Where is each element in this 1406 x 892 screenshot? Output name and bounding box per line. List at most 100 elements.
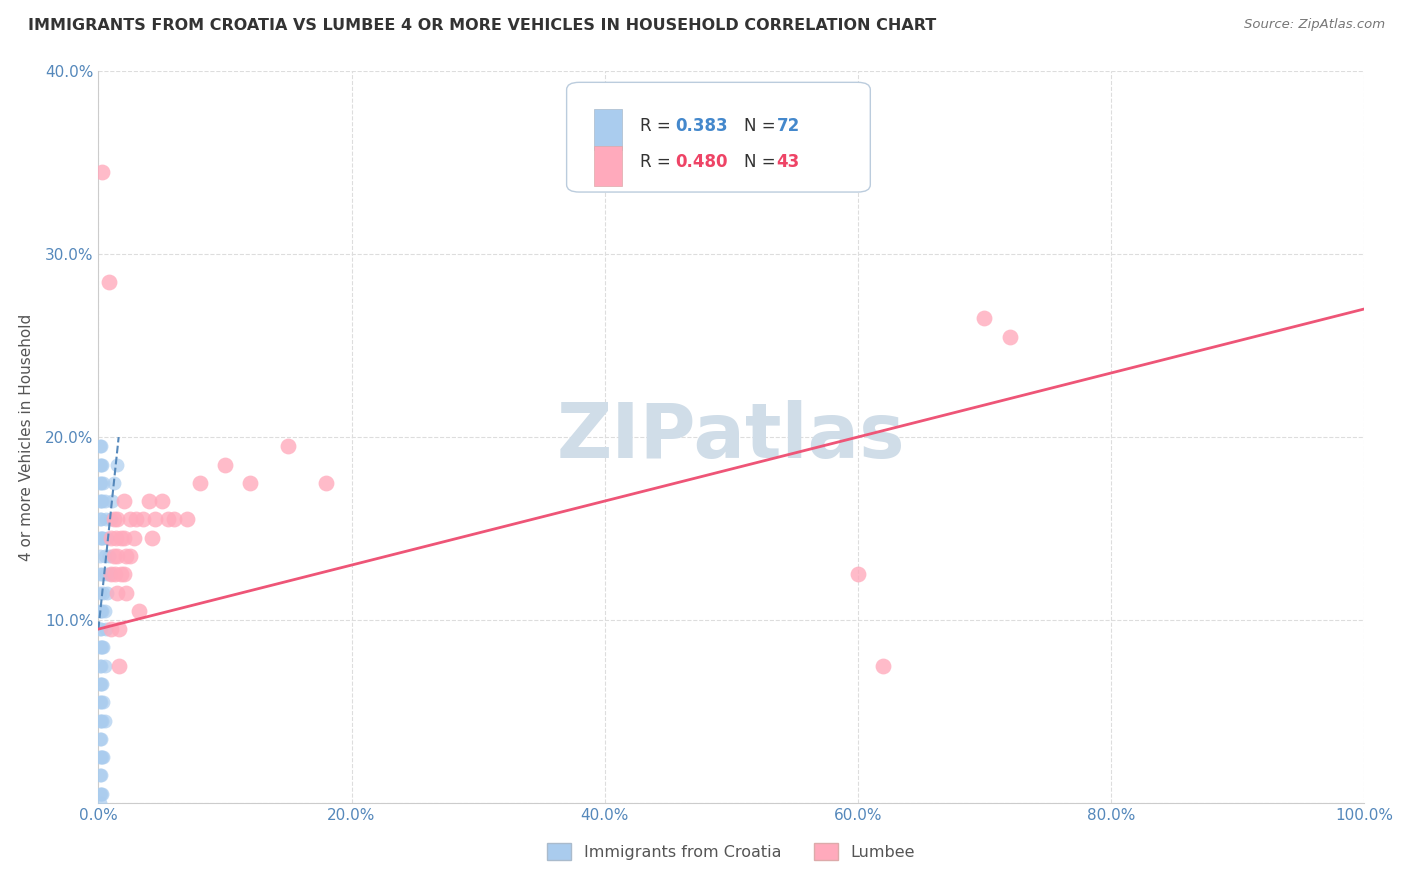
Point bbox=[91, 458, 114, 472]
Point bbox=[93, 531, 115, 545]
Point bbox=[89, 658, 111, 673]
Point bbox=[103, 512, 125, 526]
Point bbox=[93, 585, 115, 599]
FancyBboxPatch shape bbox=[595, 145, 623, 186]
Point bbox=[277, 439, 299, 453]
Point bbox=[93, 714, 117, 728]
Point bbox=[89, 622, 111, 636]
Point bbox=[105, 531, 128, 545]
Y-axis label: 4 or more Vehicles in Household: 4 or more Vehicles in Household bbox=[18, 313, 34, 561]
Point bbox=[93, 750, 115, 764]
Point bbox=[115, 585, 138, 599]
Point bbox=[94, 622, 117, 636]
Point bbox=[107, 585, 129, 599]
Point bbox=[998, 329, 1021, 343]
Point bbox=[188, 475, 211, 490]
Point bbox=[89, 458, 111, 472]
Point bbox=[91, 714, 114, 728]
Point bbox=[89, 512, 111, 526]
Point bbox=[89, 475, 111, 490]
Point bbox=[98, 567, 121, 582]
Point bbox=[103, 549, 125, 563]
Point bbox=[125, 512, 148, 526]
Point bbox=[90, 750, 112, 764]
Point bbox=[112, 531, 135, 545]
Point bbox=[101, 494, 124, 508]
Point bbox=[93, 658, 117, 673]
Point bbox=[110, 531, 132, 545]
Point bbox=[91, 567, 114, 582]
Point bbox=[90, 768, 112, 782]
Point bbox=[90, 622, 112, 636]
Point bbox=[89, 796, 111, 810]
Point bbox=[141, 531, 163, 545]
Point bbox=[110, 567, 132, 582]
Point bbox=[97, 549, 120, 563]
Point bbox=[96, 531, 118, 545]
Point bbox=[89, 768, 111, 782]
FancyBboxPatch shape bbox=[567, 82, 870, 192]
Legend: Immigrants from Croatia, Lumbee: Immigrants from Croatia, Lumbee bbox=[540, 836, 922, 868]
Point bbox=[94, 567, 117, 582]
Point bbox=[91, 787, 114, 801]
Text: 0.383: 0.383 bbox=[675, 117, 728, 135]
Point bbox=[90, 677, 112, 691]
Point bbox=[120, 512, 141, 526]
Point bbox=[112, 494, 135, 508]
Point bbox=[100, 567, 122, 582]
Point bbox=[89, 677, 111, 691]
Point bbox=[90, 512, 112, 526]
Point bbox=[176, 512, 198, 526]
Point bbox=[157, 512, 180, 526]
Point bbox=[103, 475, 125, 490]
Point bbox=[91, 604, 114, 618]
Text: R =: R = bbox=[640, 153, 676, 171]
Point bbox=[90, 494, 112, 508]
FancyBboxPatch shape bbox=[595, 110, 623, 150]
Point bbox=[89, 695, 111, 709]
Point bbox=[91, 531, 114, 545]
Text: N =: N = bbox=[744, 153, 780, 171]
Text: Source: ZipAtlas.com: Source: ZipAtlas.com bbox=[1244, 18, 1385, 31]
Point bbox=[89, 439, 111, 453]
Point bbox=[91, 165, 114, 179]
Point bbox=[89, 750, 111, 764]
Point bbox=[145, 512, 166, 526]
Point bbox=[128, 604, 150, 618]
Point bbox=[138, 494, 160, 508]
Point bbox=[90, 604, 112, 618]
Point bbox=[90, 658, 112, 673]
Point bbox=[112, 567, 135, 582]
Point bbox=[90, 458, 112, 472]
Point bbox=[91, 640, 114, 655]
Point bbox=[100, 531, 122, 545]
Point bbox=[96, 585, 118, 599]
Point bbox=[90, 439, 112, 453]
Point bbox=[239, 475, 262, 490]
Point bbox=[89, 531, 111, 545]
Point bbox=[120, 549, 141, 563]
Point bbox=[93, 604, 117, 618]
Point bbox=[93, 475, 115, 490]
Point bbox=[100, 622, 122, 636]
Point bbox=[91, 677, 114, 691]
Point bbox=[89, 585, 111, 599]
Text: R =: R = bbox=[640, 117, 676, 135]
Point bbox=[122, 531, 145, 545]
Point bbox=[89, 787, 111, 801]
Point bbox=[100, 512, 122, 526]
Point bbox=[150, 494, 173, 508]
Point bbox=[89, 604, 111, 618]
Point bbox=[91, 750, 114, 764]
Point bbox=[107, 549, 129, 563]
Point bbox=[93, 695, 115, 709]
Point bbox=[132, 512, 155, 526]
Point bbox=[107, 658, 129, 673]
Point bbox=[90, 640, 112, 655]
Point bbox=[107, 512, 129, 526]
Point bbox=[97, 275, 120, 289]
Point bbox=[107, 458, 129, 472]
Point bbox=[315, 475, 337, 490]
Point bbox=[846, 567, 869, 582]
Point bbox=[90, 714, 112, 728]
